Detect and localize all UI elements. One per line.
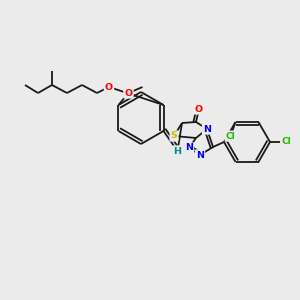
Text: Cl: Cl: [281, 137, 291, 146]
Text: Cl: Cl: [226, 132, 236, 141]
Text: S: S: [171, 131, 177, 140]
Text: N: N: [203, 124, 211, 134]
Text: O: O: [124, 88, 133, 98]
Text: N: N: [185, 143, 193, 152]
Text: H: H: [173, 146, 181, 155]
Text: N: N: [196, 151, 204, 160]
Text: O: O: [105, 82, 113, 91]
Text: O: O: [195, 104, 203, 113]
